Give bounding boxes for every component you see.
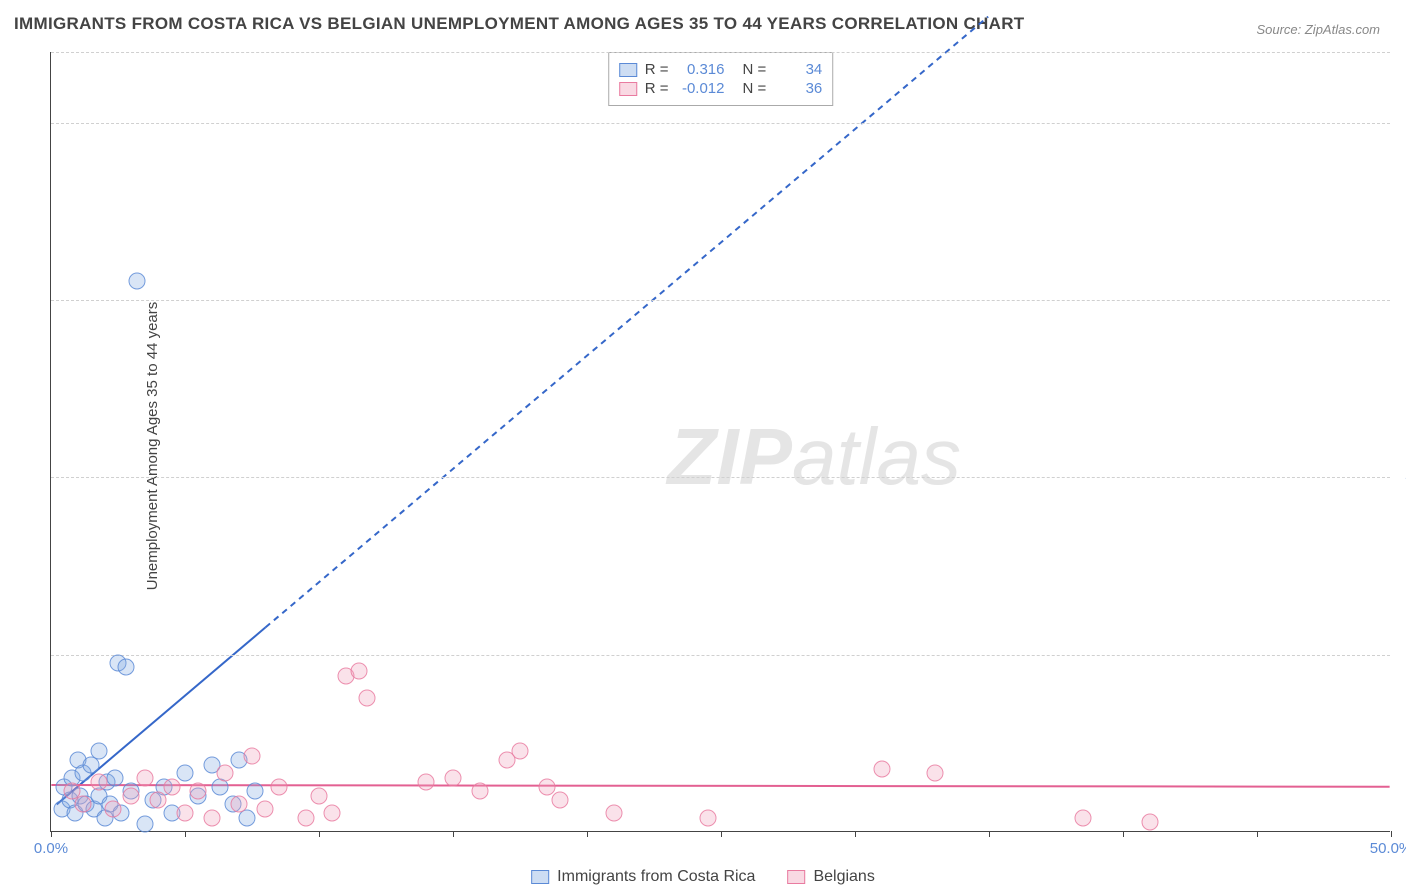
series-legend: Immigrants from Costa Rica Belgians: [531, 868, 875, 886]
data-point-blue: [107, 769, 124, 786]
legend-stat-row: R = -0.012 N = 36: [619, 80, 823, 97]
data-point-pink: [445, 769, 462, 786]
legend-item: Belgians: [787, 868, 874, 886]
legend-n-value: 34: [774, 61, 822, 78]
trend-lines-svg: [51, 52, 1390, 831]
watermark-atlas: atlas: [792, 412, 961, 501]
legend-stat-row: R = 0.316 N = 34: [619, 61, 823, 78]
x-tick: [1123, 831, 1124, 837]
data-point-pink: [324, 805, 341, 822]
x-tick: [721, 831, 722, 837]
x-tick: [587, 831, 588, 837]
x-tick-label: 50.0%: [1370, 840, 1406, 857]
data-point-pink: [471, 783, 488, 800]
x-tick: [453, 831, 454, 837]
legend-item-label: Immigrants from Costa Rica: [557, 868, 755, 886]
data-point-pink: [75, 796, 92, 813]
data-point-pink: [418, 774, 435, 791]
legend-swatch-pink: [787, 870, 805, 884]
data-point-blue: [246, 783, 263, 800]
x-tick: [1257, 831, 1258, 837]
x-tick-label: 0.0%: [34, 840, 68, 857]
data-point-pink: [1141, 814, 1158, 831]
chart-title: IMMIGRANTS FROM COSTA RICA VS BELGIAN UN…: [14, 14, 1024, 34]
data-point-pink: [230, 796, 247, 813]
legend-r-label: R =: [645, 61, 669, 78]
legend-n-label: N =: [743, 61, 767, 78]
data-point-pink: [150, 791, 167, 808]
legend-swatch-pink: [619, 82, 637, 96]
data-point-pink: [177, 805, 194, 822]
data-point-pink: [270, 778, 287, 795]
data-point-blue: [91, 743, 108, 760]
data-point-blue: [177, 765, 194, 782]
trend-line: [265, 17, 988, 628]
scatter-plot-area: ZIPatlas R =0.316N =34R =-0.012N =36 20.…: [50, 52, 1390, 832]
data-point-pink: [257, 800, 274, 817]
x-tick: [989, 831, 990, 837]
watermark: ZIPatlas: [668, 411, 961, 503]
legend-item-label: Belgians: [813, 868, 874, 886]
data-point-pink: [91, 774, 108, 791]
data-point-pink: [552, 791, 569, 808]
gridline: [51, 300, 1390, 301]
legend-swatch-blue: [531, 870, 549, 884]
data-point-pink: [538, 778, 555, 795]
data-point-pink: [104, 800, 121, 817]
data-point-pink: [873, 760, 890, 777]
data-point-pink: [136, 769, 153, 786]
legend-r-label: R =: [645, 80, 669, 97]
legend-n-label: N =: [743, 80, 767, 97]
data-point-pink: [351, 663, 368, 680]
data-point-blue: [136, 815, 153, 832]
data-point-blue: [118, 659, 135, 676]
x-tick: [51, 831, 52, 837]
watermark-zip: ZIP: [668, 412, 792, 501]
data-point-pink: [699, 809, 716, 826]
data-point-pink: [163, 778, 180, 795]
x-tick: [185, 831, 186, 837]
data-point-pink: [512, 743, 529, 760]
x-tick: [1391, 831, 1392, 837]
gridline: [51, 477, 1390, 478]
data-point-pink: [927, 765, 944, 782]
data-point-pink: [311, 787, 328, 804]
legend-r-value: -0.012: [677, 80, 725, 97]
gridline: [51, 655, 1390, 656]
legend-item: Immigrants from Costa Rica: [531, 868, 755, 886]
data-point-pink: [123, 787, 140, 804]
correlation-legend: R = 0.316 N = 34 R = -0.012 N = 36: [608, 52, 834, 106]
legend-r-value: 0.316: [677, 61, 725, 78]
data-point-blue: [128, 273, 145, 290]
x-tick: [855, 831, 856, 837]
data-point-pink: [605, 805, 622, 822]
data-point-pink: [297, 809, 314, 826]
data-point-pink: [203, 809, 220, 826]
data-point-pink: [244, 747, 261, 764]
data-point-pink: [217, 765, 234, 782]
data-point-pink: [1074, 809, 1091, 826]
source-attribution: Source: ZipAtlas.com: [1256, 22, 1380, 37]
legend-n-value: 36: [774, 80, 822, 97]
x-tick: [319, 831, 320, 837]
gridline: [51, 52, 1390, 53]
legend-swatch-blue: [619, 63, 637, 77]
data-point-pink: [359, 690, 376, 707]
data-point-pink: [190, 783, 207, 800]
gridline: [51, 123, 1390, 124]
